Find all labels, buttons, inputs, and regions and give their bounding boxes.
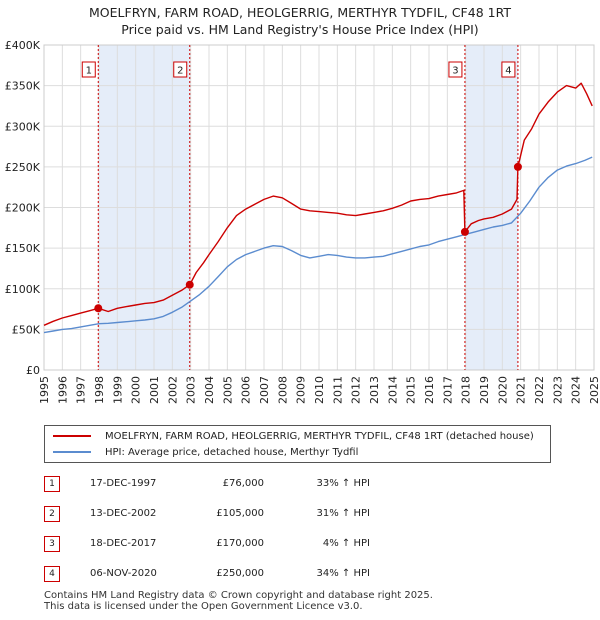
hpi-line [43, 156, 593, 334]
sale-number-badge: 4 [44, 566, 60, 582]
legend-swatch-property [53, 435, 91, 437]
x-tick-label: 2024 [570, 376, 583, 404]
sale-row: 1 17-DEC-1997 £76,000 33% ↑ HPI [44, 476, 384, 494]
x-tick-label: 2001 [148, 376, 161, 404]
sale-label-box [81, 61, 96, 78]
x-tick-label: 2021 [515, 376, 528, 404]
legend-label-property: MOELFRYN, FARM ROAD, HEOLGERRIG, MERTHYR… [105, 430, 534, 442]
sale-point [460, 227, 469, 236]
sale-hpi-diff: 31% ↑ HPI [316, 508, 370, 519]
x-tick-label: 1998 [93, 376, 106, 404]
x-tick-label: 2008 [276, 376, 289, 404]
title-line-1: MOELFRYN, FARM ROAD, HEOLGERRIG, MERTHYR… [89, 5, 511, 20]
x-tick-label: 2025 [588, 376, 600, 404]
y-tick-label: £150K [5, 242, 41, 255]
title-line-2: Price paid vs. HM Land Registry's House … [121, 22, 479, 37]
x-tick-label: 2020 [496, 376, 509, 404]
sale-hpi-diff: 4% ↑ HPI [322, 538, 370, 549]
sale-price: £250,000 [216, 568, 264, 579]
legend-item-property: MOELFRYN, FARM ROAD, HEOLGERRIG, MERTHYR… [53, 429, 534, 443]
y-tick-label: £200K [5, 202, 41, 215]
sale-price: £76,000 [222, 478, 264, 489]
y-tick-label: £250K [5, 161, 41, 174]
sale-date: 17-DEC-1997 [90, 478, 157, 489]
x-tick-label: 1997 [75, 376, 88, 404]
chart-title: MOELFRYN, FARM ROAD, HEOLGERRIG, MERTHYR… [0, 4, 600, 38]
sale-label-box [173, 61, 188, 78]
footer-licence: This data is licensed under the Open Gov… [44, 601, 363, 612]
x-tick-label: 2016 [423, 376, 436, 404]
y-tick-label: £100K [5, 283, 41, 296]
x-tick-label: 2018 [460, 376, 473, 404]
sale-row: 2 13-DEC-2002 £105,000 31% ↑ HPI [44, 506, 384, 524]
x-tick-label: 2012 [350, 376, 363, 404]
sale-label-box [448, 61, 463, 78]
sale-number-badge: 2 [44, 506, 60, 522]
sale-label: 4 [505, 66, 511, 77]
x-tick-label: 2007 [258, 376, 271, 404]
x-tick-label: 2002 [166, 376, 179, 404]
sale-label: 2 [177, 66, 183, 77]
x-tick-label: 1999 [111, 376, 124, 404]
x-tick-label: 2005 [221, 376, 234, 404]
y-tick-label: £300K [5, 120, 41, 133]
sale-price: £170,000 [216, 538, 264, 549]
x-tick-label: 2009 [295, 376, 308, 404]
sale-price: £105,000 [216, 508, 264, 519]
sale-number-badge: 1 [44, 476, 60, 492]
y-tick-label: £50K [12, 323, 41, 336]
x-tick-label: 1995 [38, 376, 51, 404]
sale-hpi-diff: 34% ↑ HPI [316, 568, 370, 579]
legend: MOELFRYN, FARM ROAD, HEOLGERRIG, MERTHYR… [44, 425, 551, 463]
x-tick-label: 2006 [240, 376, 253, 404]
sale-point [513, 162, 522, 171]
footer-copyright: Contains HM Land Registry data © Crown c… [44, 590, 433, 601]
footer: Contains HM Land Registry data © Crown c… [44, 590, 433, 612]
plot-border [43, 44, 595, 371]
sale-date: 13-DEC-2002 [90, 508, 157, 519]
x-tick-label: 2022 [533, 376, 546, 404]
x-tick-label: 2010 [313, 376, 326, 404]
sale-point [185, 280, 194, 289]
legend-label-hpi: HPI: Average price, detached house, Mert… [105, 446, 359, 458]
sale-date: 06-NOV-2020 [90, 568, 157, 579]
price-chart: £0 £50K £100K £150K £200K £250K £300K £350K £400… [5, 39, 600, 404]
x-tick-label: 2003 [185, 376, 198, 404]
sale-label: 1 [86, 66, 92, 77]
x-tick-label: 2011 [331, 376, 344, 404]
sale-row: 3 18-DEC-2017 £170,000 4% ↑ HPI [44, 536, 384, 554]
x-tick-label: 2000 [130, 376, 143, 404]
y-tick-label: £350K [5, 80, 41, 93]
x-tick-label: 2013 [368, 376, 381, 404]
y-tick-label: £0 [26, 364, 40, 377]
x-tick-label: 2017 [441, 376, 454, 404]
sale-label-box [501, 61, 516, 78]
legend-swatch-hpi [53, 451, 91, 453]
sale-label: 3 [452, 66, 458, 77]
property-price-line [43, 82, 593, 326]
x-tick-label: 2004 [203, 376, 216, 404]
x-tick-label: 2015 [405, 376, 418, 404]
x-tick-label: 2019 [478, 376, 491, 404]
x-tick-label: 1996 [56, 376, 69, 404]
sale-number-badge: 3 [44, 536, 60, 552]
y-tick-label: £400K [5, 39, 41, 52]
x-tick-label: 2023 [551, 376, 564, 404]
legend-item-hpi: HPI: Average price, detached house, Mert… [53, 445, 358, 459]
sale-row: 4 06-NOV-2020 £250,000 34% ↑ HPI [44, 566, 384, 584]
x-tick-label: 2014 [386, 376, 399, 404]
sale-hpi-diff: 33% ↑ HPI [316, 478, 370, 489]
sale-date: 18-DEC-2017 [90, 538, 157, 549]
sale-point [94, 304, 103, 313]
